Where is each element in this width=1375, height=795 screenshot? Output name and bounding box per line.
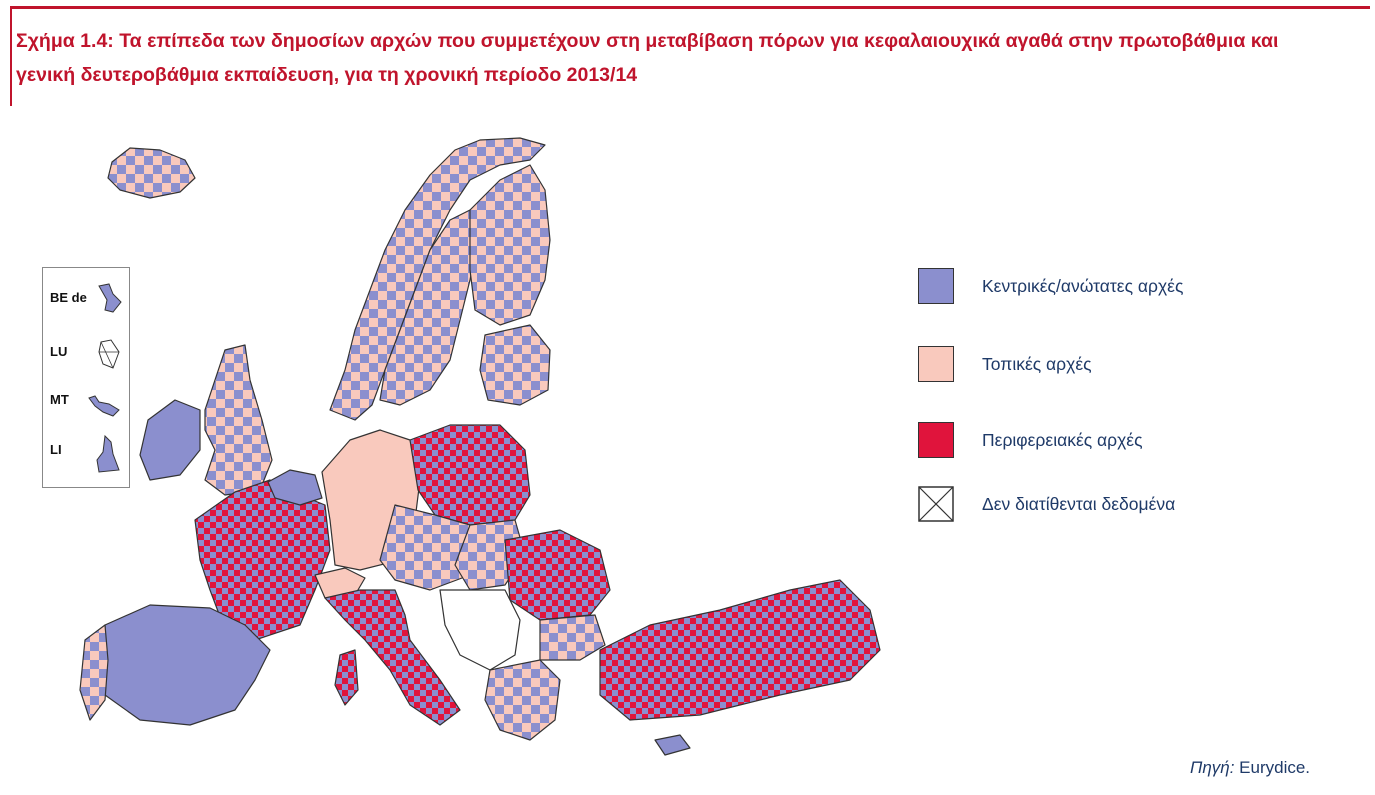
region-cyprus	[654, 734, 691, 756]
region-balkans	[439, 589, 521, 671]
li-shape-icon	[96, 434, 120, 473]
region-uk	[204, 344, 273, 496]
local-swatch-icon	[918, 346, 954, 382]
region-portugal	[79, 624, 109, 721]
region-greece	[484, 659, 561, 741]
figure-title: Σχήμα 1.4: Τα επίπεδα των δημοσίων αρχών…	[16, 30, 1279, 86]
europe-map	[79, 137, 881, 756]
source-text: Eurydice.	[1239, 758, 1311, 777]
region-benelux	[267, 469, 323, 506]
region-poland	[409, 424, 531, 526]
region-spain	[104, 604, 271, 726]
legend-label-central: Κεντρικές/ανώτατες αρχές	[982, 276, 1184, 296]
region-iceland	[107, 147, 196, 199]
inset-label-li: LI	[50, 442, 62, 457]
region-bulgaria	[539, 614, 606, 661]
region-turkey	[599, 579, 881, 721]
source-note: Πηγή: Eurydice.	[1190, 758, 1310, 778]
inset-label-be-de: BE de	[50, 290, 87, 305]
title-frame	[10, 6, 1370, 106]
region-finland	[469, 164, 551, 326]
region-ireland	[139, 399, 201, 481]
inset-label-lu: LU	[50, 344, 68, 359]
central-swatch-icon	[918, 268, 954, 304]
source-prefix: Πηγή:	[1190, 758, 1235, 777]
region-baltics	[479, 324, 551, 406]
region-sardinia	[334, 649, 359, 706]
region-romania	[504, 529, 611, 621]
mt-shape-icon	[88, 395, 120, 417]
legend-label-local: Τοπικές αρχές	[982, 354, 1092, 374]
lu-shape-icon	[98, 339, 120, 369]
inset-label-mt: MT	[50, 392, 69, 407]
be-de-shape-icon	[98, 283, 122, 313]
region-france	[194, 479, 331, 641]
legend-label-no-data: Δεν διατίθενται δεδομένα	[982, 494, 1176, 514]
legend-label-regional: Περιφερειακές αρχές	[982, 430, 1143, 450]
inset-box: BE de LU MT LI	[42, 267, 130, 488]
region-italy	[324, 589, 461, 726]
region-switzerland	[314, 567, 366, 599]
no-data-cross-icon	[918, 486, 954, 522]
regional-swatch-icon	[918, 422, 954, 458]
